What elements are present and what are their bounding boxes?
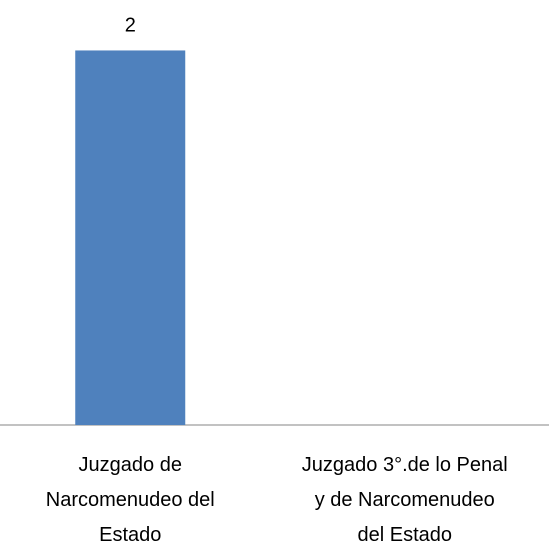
x-tick-label: Juzgado de Narcomenudeo del Estado [45,454,215,545]
data-label: 2 [125,15,136,37]
x-tick-label: Juzgado 3°.de lo Penal y de Narcomenudeo… [301,454,508,545]
bar [75,50,186,426]
